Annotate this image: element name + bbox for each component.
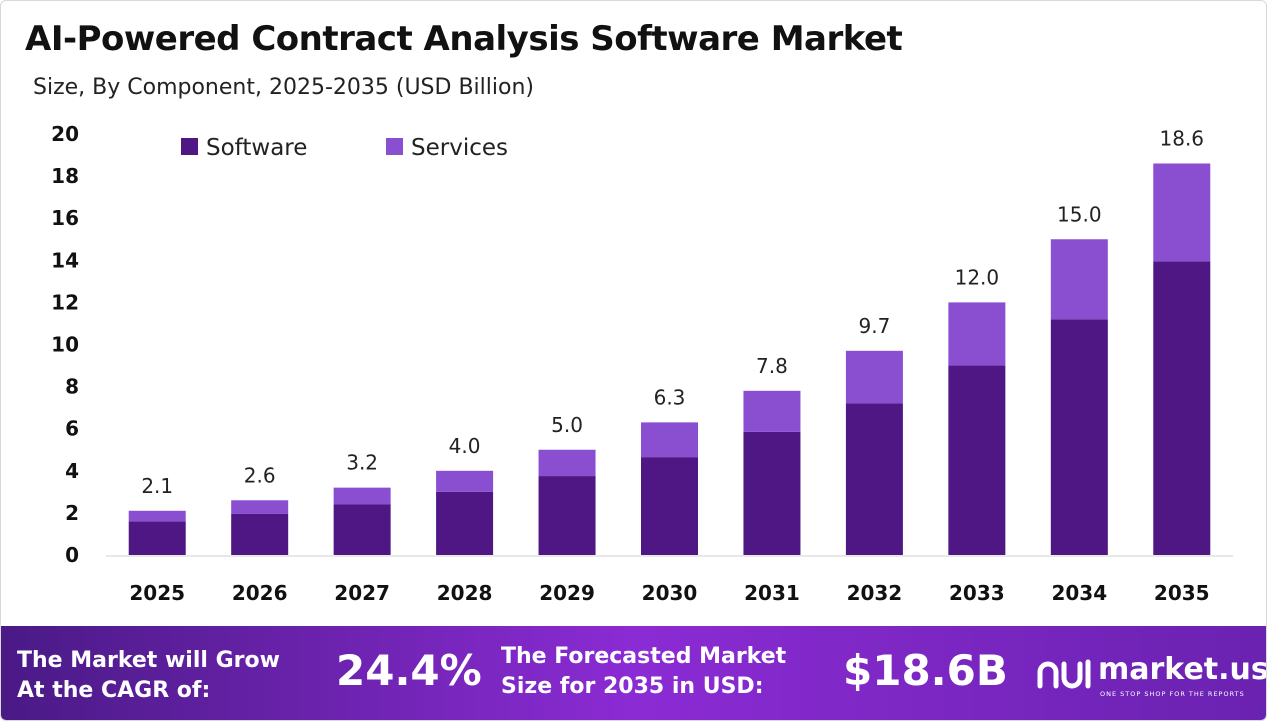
data-label-2033: 12.0 xyxy=(955,265,1000,289)
cagr-label-line1: The Market will Grow xyxy=(17,648,280,673)
forecast-label-line2: Size for 2035 in USD: xyxy=(501,674,764,699)
bar-software-2026 xyxy=(231,513,289,555)
cagr-label: The Market will Grow At the CAGR of: xyxy=(17,646,280,706)
summary-banner: The Market will Grow At the CAGR of: 24.… xyxy=(1,626,1266,720)
forecast-label: The Forecasted Market Size for 2035 in U… xyxy=(501,642,786,702)
bar-services-2027 xyxy=(333,487,391,505)
bar-software-2028 xyxy=(436,491,494,555)
x-tick-label-2032: 2032 xyxy=(847,581,903,605)
bar-software-2030 xyxy=(641,457,698,555)
y-tick-label: 16 xyxy=(51,206,79,230)
brand-tagline: ONE STOP SHOP FOR THE REPORTS xyxy=(1100,690,1245,698)
forecast-value: $18.6B xyxy=(843,646,1008,695)
cagr-value: 24.4% xyxy=(336,646,482,695)
data-label-2027: 3.2 xyxy=(346,451,378,475)
bar-software-2032 xyxy=(845,403,903,555)
y-tick-label: 14 xyxy=(51,248,79,272)
y-tick-label: 0 xyxy=(65,543,79,567)
y-tick-label: 8 xyxy=(65,375,79,399)
legend-label-services: Services xyxy=(411,135,508,161)
y-tick-label: 6 xyxy=(65,417,79,441)
stacked-bar-chart: 0 2 4 6 8 10 12 14 16 18 20 2.1 2025 2.6 2026 3.2 2027 4.… xyxy=(51,122,1233,605)
x-tick-label-2031: 2031 xyxy=(744,581,800,605)
bar-software-2027 xyxy=(333,504,391,555)
bar-services-2028 xyxy=(436,470,494,492)
legend-swatch-services xyxy=(386,138,403,155)
bar-software-2031 xyxy=(743,431,801,555)
data-label-2029: 5.0 xyxy=(551,413,583,437)
x-tick-label-2028: 2028 xyxy=(437,581,493,605)
data-label-2025: 2.1 xyxy=(141,474,173,498)
bar-software-2035 xyxy=(1153,261,1211,555)
data-label-2030: 6.3 xyxy=(654,385,686,409)
data-label-2032: 9.7 xyxy=(859,314,891,338)
data-label-2028: 4.0 xyxy=(449,434,481,458)
x-tick-label-2027: 2027 xyxy=(334,581,390,605)
bar-software-2033 xyxy=(948,365,1006,555)
y-tick-label: 4 xyxy=(65,459,79,483)
bar-software-2025 xyxy=(128,521,186,555)
market-us-logo-icon xyxy=(1037,659,1091,689)
x-tick-label-2035: 2035 xyxy=(1154,581,1210,605)
x-tick-label-2029: 2029 xyxy=(539,581,595,605)
cagr-label-line2: At the CAGR of: xyxy=(17,678,211,703)
chart-subtitle: Size, By Component, 2025-2035 (USD Billi… xyxy=(33,75,534,100)
brand-logo: market.us ONE STOP SHOP FOR THE REPORTS xyxy=(1036,652,1266,702)
legend-label-software: Software xyxy=(206,135,307,161)
data-label-2035: 18.6 xyxy=(1160,126,1205,150)
legend-swatch-software xyxy=(181,138,198,155)
bar-services-2034 xyxy=(1050,239,1108,320)
y-tick-label: 2 xyxy=(65,501,79,525)
bar-services-2035 xyxy=(1153,163,1211,262)
bar-software-2034 xyxy=(1050,319,1108,555)
bar-services-2033 xyxy=(948,302,1006,366)
y-tick-label: 18 xyxy=(51,164,79,188)
bar-services-2031 xyxy=(743,390,801,432)
y-tick-label: 20 xyxy=(51,122,79,146)
data-label-2026: 2.6 xyxy=(244,463,276,487)
bar-services-2030 xyxy=(641,422,698,458)
forecast-label-line1: The Forecasted Market xyxy=(501,644,787,669)
chart-title: AI-Powered Contract Analysis Software Ma… xyxy=(25,19,903,59)
data-label-2034: 15.0 xyxy=(1057,202,1102,226)
bar-services-2032 xyxy=(845,350,903,404)
x-tick-label-2026: 2026 xyxy=(232,581,288,605)
x-tick-label-2034: 2034 xyxy=(1051,581,1107,605)
y-tick-label: 10 xyxy=(51,333,79,357)
bar-software-2029 xyxy=(538,476,596,555)
bar-services-2025 xyxy=(128,510,186,522)
x-tick-label-2030: 2030 xyxy=(642,581,698,605)
x-tick-label-2025: 2025 xyxy=(129,581,185,605)
data-label-2031: 7.8 xyxy=(756,354,788,378)
bar-services-2026 xyxy=(231,500,289,514)
brand-name: market.us xyxy=(1098,652,1267,687)
y-tick-label: 12 xyxy=(51,290,79,314)
bar-services-2029 xyxy=(538,449,596,477)
x-tick-label-2033: 2033 xyxy=(949,581,1005,605)
